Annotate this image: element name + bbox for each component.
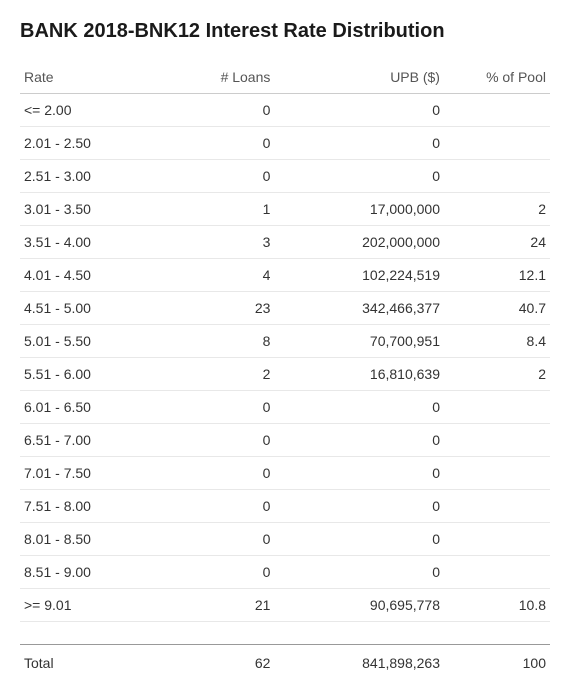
cell-upb: 0 (274, 160, 444, 193)
cell-rate: 6.51 - 7.00 (20, 424, 168, 457)
cell-pct: 2 (444, 358, 550, 391)
total-loans: 62 (168, 645, 274, 680)
cell-loans: 0 (168, 160, 274, 193)
cell-upb: 342,466,377 (274, 292, 444, 325)
table-row: 6.01 - 6.5000 (20, 391, 550, 424)
cell-rate: 2.51 - 3.00 (20, 160, 168, 193)
cell-upb: 16,810,639 (274, 358, 444, 391)
cell-loans: 3 (168, 226, 274, 259)
cell-loans: 0 (168, 391, 274, 424)
cell-pct (444, 391, 550, 424)
cell-rate: 7.51 - 8.00 (20, 490, 168, 523)
cell-loans: 0 (168, 127, 274, 160)
cell-pct: 40.7 (444, 292, 550, 325)
table-row: 7.01 - 7.5000 (20, 457, 550, 490)
cell-pct: 8.4 (444, 325, 550, 358)
col-header-loans: # Loans (168, 61, 274, 94)
cell-pct (444, 457, 550, 490)
cell-upb: 0 (274, 556, 444, 589)
cell-pct (444, 523, 550, 556)
cell-loans: 1 (168, 193, 274, 226)
cell-upb: 0 (274, 523, 444, 556)
cell-upb: 90,695,778 (274, 589, 444, 622)
cell-rate: 3.01 - 3.50 (20, 193, 168, 226)
col-header-upb: UPB ($) (274, 61, 444, 94)
table-header-row: Rate # Loans UPB ($) % of Pool (20, 61, 550, 94)
cell-loans: 0 (168, 457, 274, 490)
cell-upb: 0 (274, 490, 444, 523)
cell-loans: 0 (168, 556, 274, 589)
col-header-rate: Rate (20, 61, 168, 94)
cell-rate: 4.51 - 5.00 (20, 292, 168, 325)
cell-upb: 0 (274, 94, 444, 127)
total-upb: 841,898,263 (274, 645, 444, 680)
cell-pct (444, 490, 550, 523)
table-row: 7.51 - 8.0000 (20, 490, 550, 523)
table-row: 6.51 - 7.0000 (20, 424, 550, 457)
cell-rate: 5.51 - 6.00 (20, 358, 168, 391)
cell-loans: 0 (168, 523, 274, 556)
table-spacer-row (20, 622, 550, 645)
cell-loans: 0 (168, 490, 274, 523)
cell-pct (444, 160, 550, 193)
cell-upb: 202,000,000 (274, 226, 444, 259)
cell-rate: <= 2.00 (20, 94, 168, 127)
cell-upb: 0 (274, 391, 444, 424)
cell-pct (444, 556, 550, 589)
table-row: 5.01 - 5.50870,700,9518.4 (20, 325, 550, 358)
table-row: 2.01 - 2.5000 (20, 127, 550, 160)
cell-rate: 5.01 - 5.50 (20, 325, 168, 358)
total-pct: 100 (444, 645, 550, 680)
cell-loans: 0 (168, 94, 274, 127)
table-row: 2.51 - 3.0000 (20, 160, 550, 193)
cell-loans: 8 (168, 325, 274, 358)
cell-pct: 12.1 (444, 259, 550, 292)
spacer-cell (20, 622, 550, 645)
cell-upb: 17,000,000 (274, 193, 444, 226)
cell-rate: 8.01 - 8.50 (20, 523, 168, 556)
page-title: BANK 2018-BNK12 Interest Rate Distributi… (20, 20, 550, 43)
cell-loans: 0 (168, 424, 274, 457)
cell-rate: 3.51 - 4.00 (20, 226, 168, 259)
table-row: >= 9.012190,695,77810.8 (20, 589, 550, 622)
cell-pct (444, 127, 550, 160)
col-header-pct: % of Pool (444, 61, 550, 94)
cell-pct (444, 424, 550, 457)
table-row: 8.51 - 9.0000 (20, 556, 550, 589)
rate-distribution-table: Rate # Loans UPB ($) % of Pool <= 2.0000… (20, 61, 550, 679)
cell-upb: 102,224,519 (274, 259, 444, 292)
cell-pct: 24 (444, 226, 550, 259)
cell-rate: 7.01 - 7.50 (20, 457, 168, 490)
cell-upb: 0 (274, 127, 444, 160)
cell-rate: 8.51 - 9.00 (20, 556, 168, 589)
cell-upb: 0 (274, 457, 444, 490)
cell-rate: 4.01 - 4.50 (20, 259, 168, 292)
cell-upb: 0 (274, 424, 444, 457)
cell-loans: 21 (168, 589, 274, 622)
cell-pct: 10.8 (444, 589, 550, 622)
cell-rate: 6.01 - 6.50 (20, 391, 168, 424)
table-row: 4.51 - 5.0023342,466,37740.7 (20, 292, 550, 325)
table-total-row: Total 62 841,898,263 100 (20, 645, 550, 680)
cell-pct: 2 (444, 193, 550, 226)
table-row: <= 2.0000 (20, 94, 550, 127)
cell-rate: 2.01 - 2.50 (20, 127, 168, 160)
cell-loans: 4 (168, 259, 274, 292)
table-row: 4.01 - 4.504102,224,51912.1 (20, 259, 550, 292)
table-row: 3.51 - 4.003202,000,00024 (20, 226, 550, 259)
table-row: 3.01 - 3.50117,000,0002 (20, 193, 550, 226)
table-row: 5.51 - 6.00216,810,6392 (20, 358, 550, 391)
cell-pct (444, 94, 550, 127)
cell-rate: >= 9.01 (20, 589, 168, 622)
cell-upb: 70,700,951 (274, 325, 444, 358)
total-label: Total (20, 645, 168, 680)
cell-loans: 23 (168, 292, 274, 325)
cell-loans: 2 (168, 358, 274, 391)
table-row: 8.01 - 8.5000 (20, 523, 550, 556)
